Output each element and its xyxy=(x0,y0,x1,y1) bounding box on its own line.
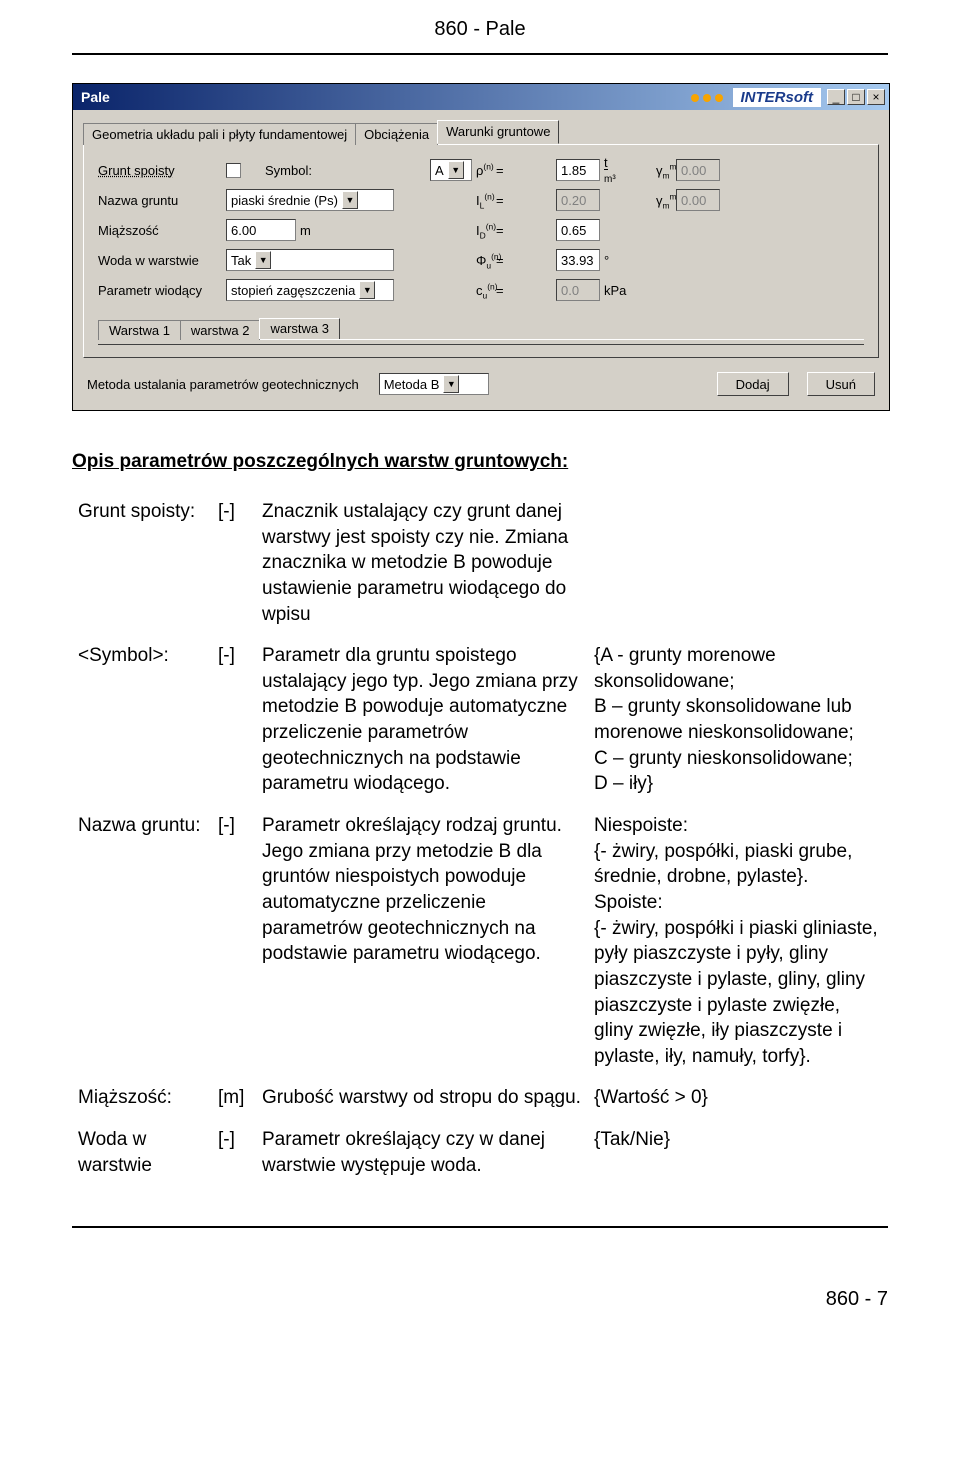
param-desc: Parametr określający rodzaj gruntu. Jego… xyxy=(256,805,588,1077)
sub-tab-warstwa-3[interactable]: warstwa 3 xyxy=(259,318,340,339)
dialog-bottom-row: Metoda ustalania parametrów geotechniczn… xyxy=(73,362,889,410)
label-miazszosc: Miąższość xyxy=(98,223,159,238)
param-note xyxy=(588,491,888,635)
parametr-wiodacy-value: stopień zagęszczenia xyxy=(231,283,355,298)
grunt-spoisty-checkbox[interactable] xyxy=(226,163,241,178)
chevron-down-icon: ▼ xyxy=(443,375,459,393)
table-row: Miąższość:[m]Grubość warstwy od stropu d… xyxy=(72,1077,888,1119)
cu-unit: kPa xyxy=(604,283,626,298)
param-name: Grunt spoisty: xyxy=(72,491,212,635)
chevron-down-icon: ▼ xyxy=(359,281,375,299)
parametr-wiodacy-dropdown[interactable]: stopień zagęszczenia ▼ xyxy=(226,279,394,301)
label-parametr-wiodacy: Parametr wiodący xyxy=(98,283,202,298)
param-desc: Parametr określający czy w danej warstwi… xyxy=(256,1119,588,1186)
metoda-value: Metoda B xyxy=(384,377,440,392)
param-note: Niespoiste:{- żwiry, pospółki, piaski gr… xyxy=(588,805,888,1077)
minimize-button[interactable]: _ xyxy=(827,89,845,105)
table-row: Grunt spoisty:[-]Znacznik ustalający czy… xyxy=(72,491,888,635)
param-desc: Parametr dla gruntu spoistego ustalający… xyxy=(256,635,588,805)
tab-obciazenia[interactable]: Obciążenia xyxy=(355,123,438,145)
param-note: {Tak/Nie} xyxy=(588,1119,888,1186)
main-tabs: Geometria układu pali i płyty fundamento… xyxy=(83,118,879,144)
layer-tabs: Warstwa 1 warstwa 2 warstwa 3 xyxy=(98,315,864,339)
rho-unit: tm³ xyxy=(604,155,616,185)
metoda-dropdown[interactable]: Metoda B▼ xyxy=(379,373,489,395)
param-name: Miąższość: xyxy=(72,1077,212,1119)
brand-dots xyxy=(691,89,727,105)
dodaj-button[interactable]: Dodaj xyxy=(717,372,789,396)
param-desc: Znacznik ustalający czy grunt danej wars… xyxy=(256,491,588,635)
tab-panel: Grunt spoisty Symbol: A▼ ρ(n) = 1.85 tm³… xyxy=(83,144,879,358)
params-table: Grunt spoisty:[-]Znacznik ustalający czy… xyxy=(72,491,888,1186)
sym-il: IL(n) xyxy=(476,193,495,208)
symbol-value: A xyxy=(435,163,444,178)
close-button[interactable]: × xyxy=(867,89,885,105)
usun-button[interactable]: Usuń xyxy=(807,372,875,396)
gamma-max-input: 0.00 xyxy=(676,159,720,181)
param-unit: [-] xyxy=(212,805,256,1077)
brand-logo: INTERsoft xyxy=(733,88,822,107)
sub-tab-warstwa-2[interactable]: warstwa 2 xyxy=(180,320,261,340)
sym-id: ID(n) xyxy=(476,223,496,238)
woda-dropdown[interactable]: Tak ▼ xyxy=(226,249,394,271)
param-unit: [-] xyxy=(212,635,256,805)
tab-warunki-gruntowe[interactable]: Warunki gruntowe xyxy=(437,120,559,144)
page-header: 860 - Pale xyxy=(434,18,525,40)
woda-value: Tak xyxy=(231,253,251,268)
table-row: Woda w warstwie[-]Parametr określający c… xyxy=(72,1119,888,1186)
id-input[interactable]: 0.65 xyxy=(556,219,600,241)
page-footer: 860 - 7 xyxy=(826,1288,888,1311)
titlebar: Pale INTERsoft _ □ × xyxy=(73,84,889,110)
rho-input[interactable]: 1.85 xyxy=(556,159,600,181)
label-nazwa-gruntu: Nazwa gruntu xyxy=(98,193,178,208)
window-title: Pale xyxy=(81,89,110,105)
table-row: <Symbol>:[-]Parametr dla gruntu spoisteg… xyxy=(72,635,888,805)
symbol-dropdown[interactable]: A▼ xyxy=(430,159,472,181)
miazszosc-input[interactable]: 6.00 xyxy=(226,219,296,241)
nazwa-gruntu-value: piaski średnie (Ps) xyxy=(231,193,338,208)
sym-cu: cu(n) xyxy=(476,283,498,298)
param-desc: Grubość warstwy od stropu do spągu. xyxy=(256,1077,588,1119)
chevron-down-icon: ▼ xyxy=(448,161,464,179)
miazszosc-unit: m xyxy=(300,223,311,238)
sub-tab-warstwa-1[interactable]: Warstwa 1 xyxy=(98,320,181,340)
nazwa-gruntu-dropdown[interactable]: piaski średnie (Ps) ▼ xyxy=(226,189,394,211)
chevron-down-icon: ▼ xyxy=(342,191,358,209)
gamma-min-input: 0.00 xyxy=(676,189,720,211)
table-row: Nazwa gruntu:[-]Parametr określający rod… xyxy=(72,805,888,1077)
cu-input: 0.0 xyxy=(556,279,600,301)
param-note: {A - grunty morenowe skonsolidowane;B – … xyxy=(588,635,888,805)
maximize-button[interactable]: □ xyxy=(847,89,865,105)
label-grunt-spoisty: Grunt spoisty xyxy=(98,163,175,178)
chevron-down-icon: ▼ xyxy=(255,251,271,269)
param-name: <Symbol>: xyxy=(72,635,212,805)
param-name: Woda w warstwie xyxy=(72,1119,212,1186)
label-metoda: Metoda ustalania parametrów geotechniczn… xyxy=(87,377,359,392)
param-unit: [m] xyxy=(212,1077,256,1119)
tab-geometria[interactable]: Geometria układu pali i płyty fundamento… xyxy=(83,123,356,145)
param-unit: [-] xyxy=(212,491,256,635)
section-title: Opis parametrów poszczególnych warstw gr… xyxy=(72,451,888,473)
param-unit: [-] xyxy=(212,1119,256,1186)
label-symbol: Symbol: xyxy=(265,163,312,178)
param-name: Nazwa gruntu: xyxy=(72,805,212,1077)
il-input: 0.20 xyxy=(556,189,600,211)
phi-input[interactable]: 33.93 xyxy=(556,249,600,271)
sym-rho: ρ(n) xyxy=(476,163,494,178)
phi-unit: ° xyxy=(604,253,609,268)
param-note: {Wartość > 0} xyxy=(588,1077,888,1119)
label-woda: Woda w warstwie xyxy=(98,253,199,268)
dialog-window: Pale INTERsoft _ □ × Geometria układu pa… xyxy=(72,83,890,411)
